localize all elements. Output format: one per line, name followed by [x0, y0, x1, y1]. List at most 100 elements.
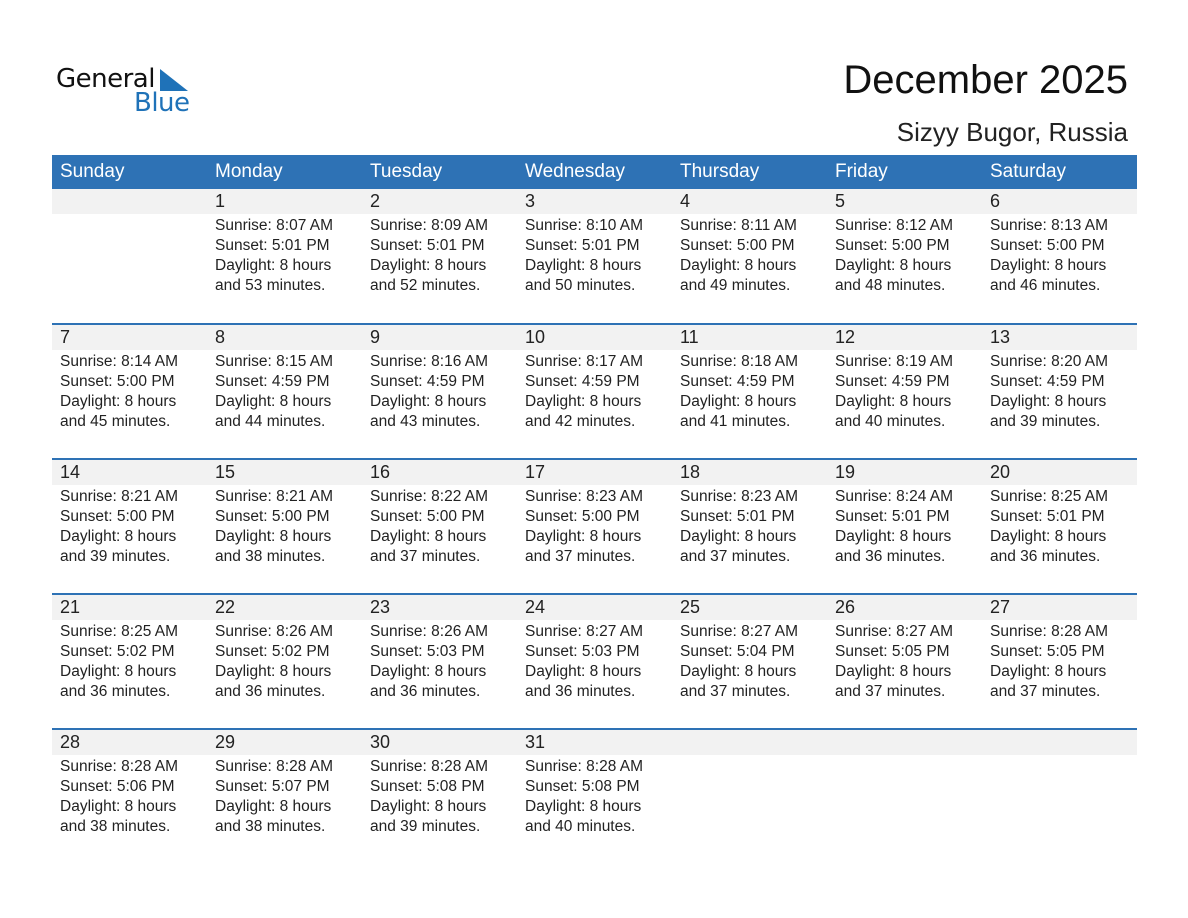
- day-number: 14: [60, 462, 81, 482]
- daylight-minutes-text: and 50 minutes.: [525, 277, 636, 294]
- day-number: 3: [525, 191, 536, 211]
- daylight-minutes-text: and 37 minutes.: [835, 683, 946, 700]
- sunset-text: Sunset: 5:01 PM: [525, 237, 640, 254]
- sunset-text: Sunset: 5:01 PM: [370, 237, 485, 254]
- daylight-minutes-text: and 37 minutes.: [990, 683, 1101, 700]
- sunset-text: Sunset: 5:00 PM: [525, 508, 640, 525]
- sunrise-text: Sunrise: 8:25 AM: [60, 623, 179, 640]
- date-band: [52, 595, 1137, 620]
- daylight-text: Daylight: 8 hours: [990, 528, 1107, 545]
- day-number: 10: [525, 327, 546, 347]
- empty-day-cell: [982, 730, 1137, 865]
- sunset-text: Sunset: 5:01 PM: [215, 237, 330, 254]
- sunset-text: Sunset: 5:00 PM: [60, 508, 175, 525]
- sunset-text: Sunset: 4:59 PM: [215, 373, 330, 390]
- sunset-text: Sunset: 5:03 PM: [525, 643, 640, 660]
- day-cell: 13 Sunrise: 8:20 AM Sunset: 4:59 PM Dayligh…: [982, 325, 1137, 460]
- daylight-minutes-text: and 40 minutes.: [525, 818, 636, 835]
- day-cell: 27 Sunrise: 8:28 AM Sunset: 5:05 PM Dayligh…: [982, 595, 1137, 730]
- daylight-text: Daylight: 8 hours: [60, 798, 177, 815]
- day-cell: 10 Sunrise: 8:17 AM Sunset: 4:59 PM Dayligh…: [517, 325, 672, 460]
- day-cell: 15 Sunrise: 8:21 AM Sunset: 5:00 PM Dayligh…: [207, 460, 362, 595]
- daylight-minutes-text: and 52 minutes.: [370, 277, 481, 294]
- day-cell: 3 Sunrise: 8:10 AM Sunset: 5:01 PM Daylight…: [517, 189, 672, 324]
- day-cell: 29 Sunrise: 8:28 AM Sunset: 5:07 PM Dayligh…: [207, 730, 362, 865]
- day-number: 16: [370, 462, 391, 482]
- day-cell: 16 Sunrise: 8:22 AM Sunset: 5:00 PM Dayligh…: [362, 460, 517, 595]
- day-number: 27: [990, 597, 1011, 617]
- day-number: 8: [215, 327, 226, 347]
- sunrise-text: Sunrise: 8:14 AM: [60, 353, 179, 370]
- day-number: 21: [60, 597, 81, 617]
- sunrise-text: Sunrise: 8:18 AM: [680, 353, 799, 370]
- daylight-minutes-text: and 43 minutes.: [370, 413, 481, 430]
- sunrise-text: Sunrise: 8:09 AM: [370, 217, 489, 234]
- sunrise-text: Sunrise: 8:21 AM: [60, 488, 179, 505]
- daylight-minutes-text: and 45 minutes.: [60, 413, 171, 430]
- day-number: 2: [370, 191, 381, 211]
- sunset-text: Sunset: 5:01 PM: [680, 508, 795, 525]
- daylight-minutes-text: and 48 minutes.: [835, 277, 946, 294]
- day-cell: 23 Sunrise: 8:26 AM Sunset: 5:03 PM Dayligh…: [362, 595, 517, 730]
- sunrise-text: Sunrise: 8:25 AM: [990, 488, 1109, 505]
- sunrise-text: Sunrise: 8:13 AM: [990, 217, 1109, 234]
- daylight-text: Daylight: 8 hours: [525, 257, 642, 274]
- weekday-thursday: Thursday: [680, 161, 760, 182]
- daylight-text: Daylight: 8 hours: [215, 528, 332, 545]
- logo-text-blue: Blue: [134, 88, 190, 118]
- sunrise-text: Sunrise: 8:27 AM: [835, 623, 954, 640]
- day-number: 13: [990, 327, 1011, 347]
- daylight-minutes-text: and 42 minutes.: [525, 413, 636, 430]
- weekday-monday: Monday: [215, 161, 283, 182]
- sunrise-text: Sunrise: 8:07 AM: [215, 217, 334, 234]
- daylight-minutes-text: and 36 minutes.: [370, 683, 481, 700]
- sunrise-text: Sunrise: 8:26 AM: [215, 623, 334, 640]
- sunrise-text: Sunrise: 8:16 AM: [370, 353, 489, 370]
- day-cell: 21 Sunrise: 8:25 AM Sunset: 5:02 PM Dayligh…: [52, 595, 207, 730]
- sunset-text: Sunset: 5:05 PM: [835, 643, 950, 660]
- weekday-sunday: Sunday: [60, 161, 125, 182]
- sunset-text: Sunset: 4:59 PM: [525, 373, 640, 390]
- sunrise-text: Sunrise: 8:19 AM: [835, 353, 954, 370]
- sunset-text: Sunset: 5:08 PM: [525, 778, 640, 795]
- daylight-text: Daylight: 8 hours: [835, 257, 952, 274]
- sunrise-text: Sunrise: 8:28 AM: [990, 623, 1109, 640]
- weekday-header: Sunday Monday Tuesday Wednesday Thursday…: [52, 155, 1137, 189]
- weekday-tuesday: Tuesday: [370, 161, 443, 182]
- week-row: 7 Sunrise: 8:14 AM Sunset: 5:00 PM Daylight…: [52, 323, 1137, 460]
- day-number: 23: [370, 597, 391, 617]
- day-number: 29: [215, 732, 236, 752]
- day-number: 15: [215, 462, 236, 482]
- sunrise-text: Sunrise: 8:27 AM: [680, 623, 799, 640]
- day-number: 17: [525, 462, 546, 482]
- sunrise-text: Sunrise: 8:11 AM: [680, 217, 797, 234]
- daylight-text: Daylight: 8 hours: [60, 663, 177, 680]
- daylight-minutes-text: and 36 minutes.: [60, 683, 171, 700]
- day-cell: 20 Sunrise: 8:25 AM Sunset: 5:01 PM Dayligh…: [982, 460, 1137, 595]
- day-number: 6: [990, 191, 1001, 211]
- weekday-wednesday: Wednesday: [525, 161, 625, 182]
- daylight-text: Daylight: 8 hours: [215, 798, 332, 815]
- daylight-text: Daylight: 8 hours: [370, 528, 487, 545]
- week-row: 21 Sunrise: 8:25 AM Sunset: 5:02 PM Dayligh…: [52, 593, 1137, 730]
- day-cell: 22 Sunrise: 8:26 AM Sunset: 5:02 PM Dayligh…: [207, 595, 362, 730]
- sunset-text: Sunset: 5:05 PM: [990, 643, 1105, 660]
- week-row: 14 Sunrise: 8:21 AM Sunset: 5:00 PM Dayligh…: [52, 458, 1137, 595]
- day-cell: 28 Sunrise: 8:28 AM Sunset: 5:06 PM Dayligh…: [52, 730, 207, 865]
- day-number: 28: [60, 732, 81, 752]
- daylight-minutes-text: and 53 minutes.: [215, 277, 326, 294]
- daylight-minutes-text: and 41 minutes.: [680, 413, 791, 430]
- sunrise-text: Sunrise: 8:23 AM: [680, 488, 799, 505]
- daylight-minutes-text: and 40 minutes.: [835, 413, 946, 430]
- day-cell: 17 Sunrise: 8:23 AM Sunset: 5:00 PM Dayligh…: [517, 460, 672, 595]
- sunset-text: Sunset: 4:59 PM: [680, 373, 795, 390]
- sunset-text: Sunset: 5:01 PM: [835, 508, 950, 525]
- sunrise-text: Sunrise: 8:22 AM: [370, 488, 489, 505]
- sunset-text: Sunset: 5:00 PM: [835, 237, 950, 254]
- sunset-text: Sunset: 4:59 PM: [370, 373, 485, 390]
- day-number: 1: [215, 191, 226, 211]
- daylight-text: Daylight: 8 hours: [680, 393, 797, 410]
- sunset-text: Sunset: 5:07 PM: [215, 778, 330, 795]
- daylight-minutes-text: and 36 minutes.: [525, 683, 636, 700]
- day-number: 20: [990, 462, 1011, 482]
